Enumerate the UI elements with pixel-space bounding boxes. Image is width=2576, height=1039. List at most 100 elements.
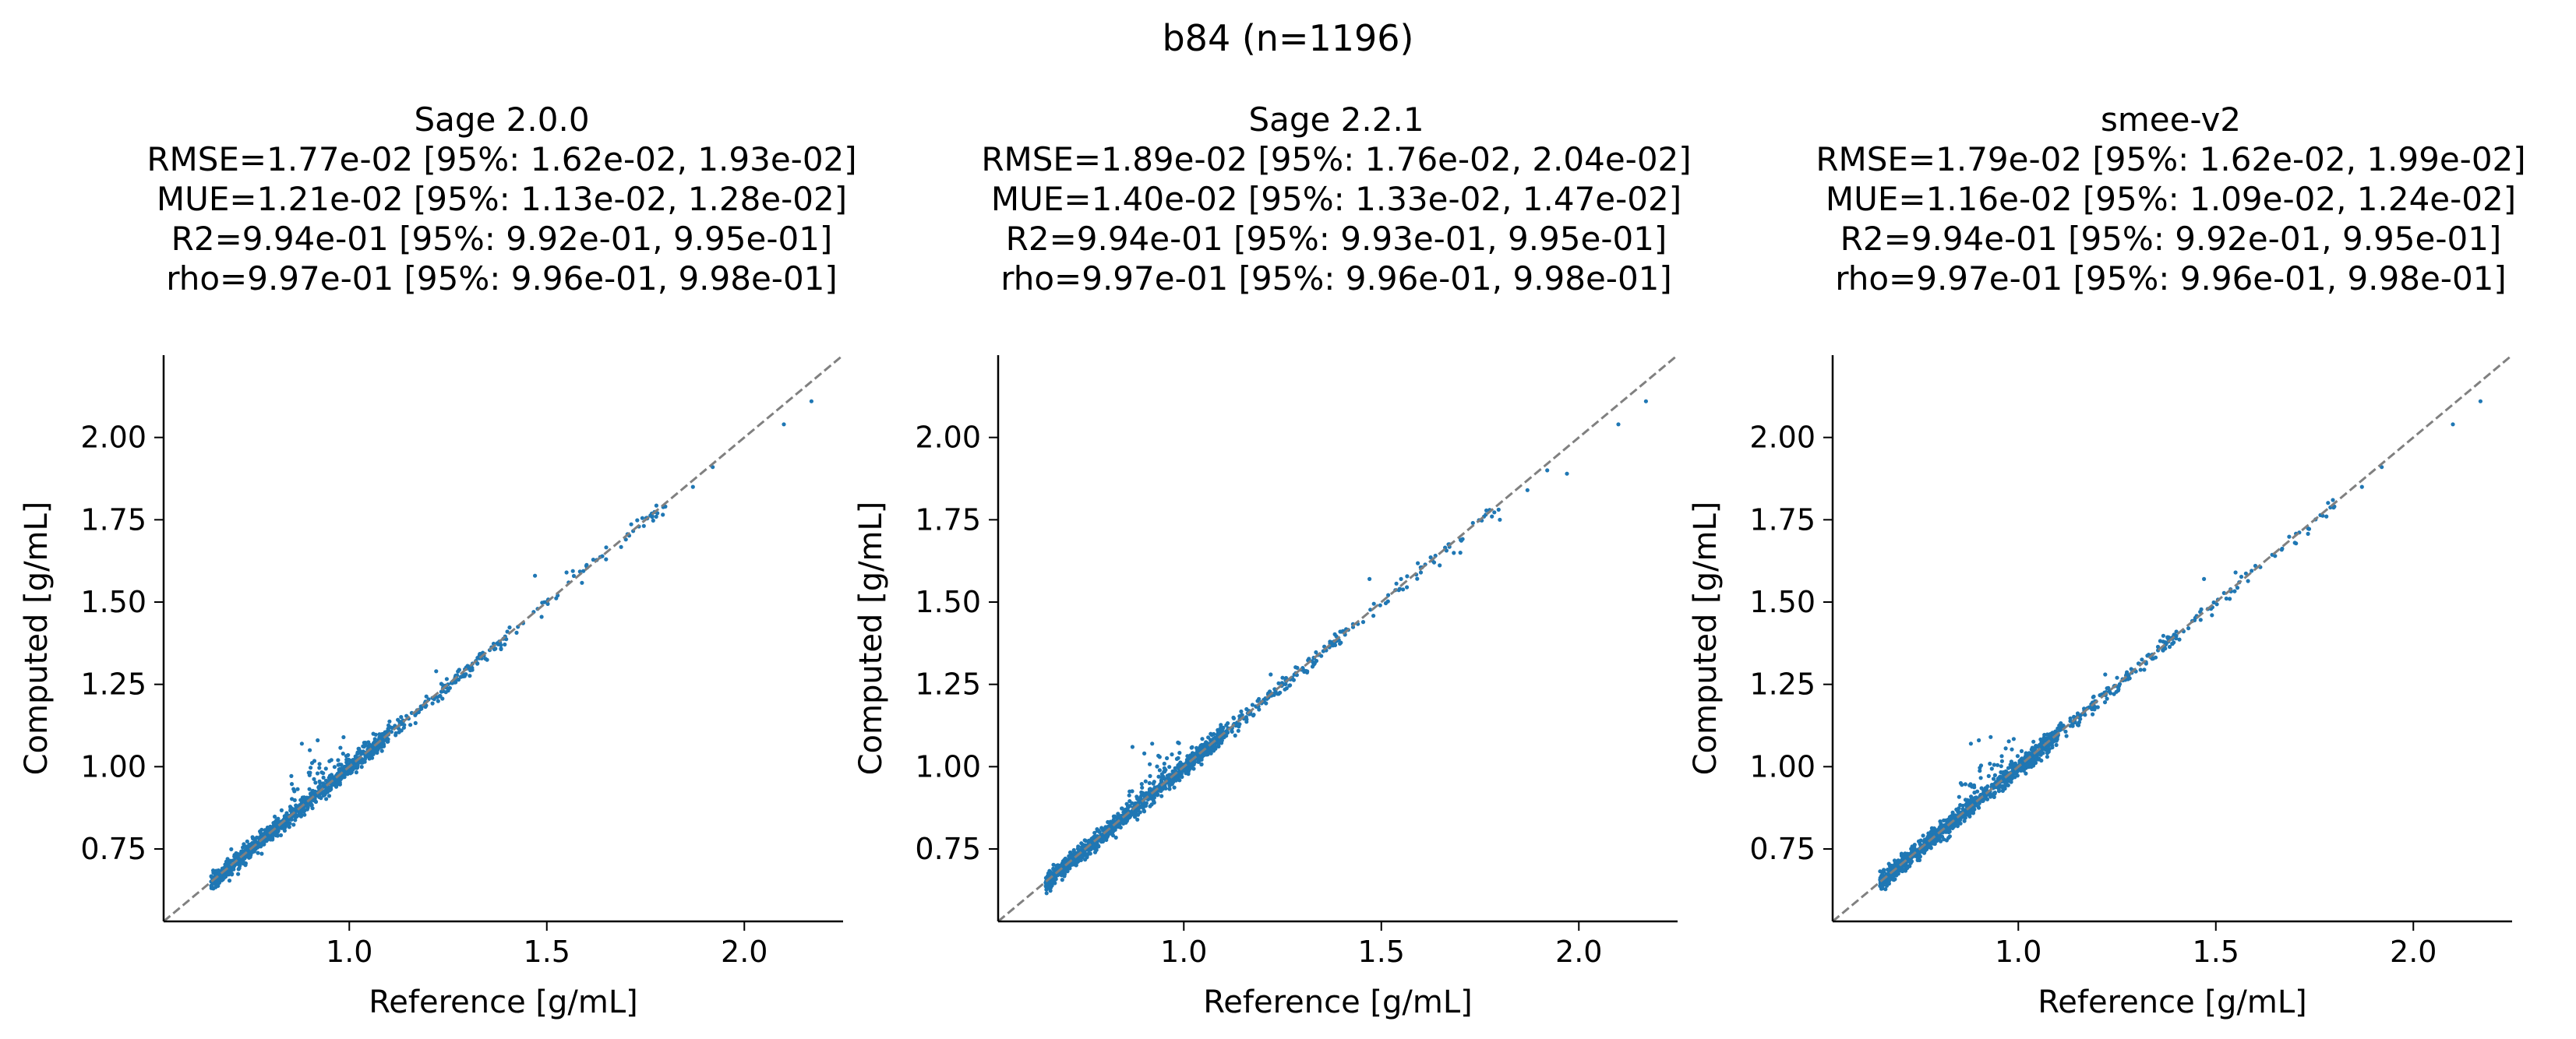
data-point: [1947, 834, 1952, 839]
data-point: [485, 657, 489, 662]
data-point: [1233, 733, 1237, 738]
y-axis-label: Computed [g/mL]: [19, 502, 55, 776]
data-point: [1044, 882, 1049, 886]
data-point: [1269, 672, 1273, 677]
data-point: [326, 794, 332, 798]
panel-2-stat-mue: MUE=1.40e-02 [95%: 1.33e-02, 1.47e-02]: [990, 180, 1682, 218]
data-point: [1176, 740, 1180, 745]
data-point: [244, 844, 249, 849]
data-point: [386, 723, 391, 727]
data-point: [2126, 674, 2131, 678]
data-point: [782, 422, 786, 427]
data-point: [295, 787, 300, 791]
data-point: [1999, 754, 2004, 759]
data-point: [2024, 763, 2029, 767]
data-point: [2103, 672, 2108, 677]
data-point: [495, 641, 499, 646]
y-tick-label: 2.00: [915, 421, 981, 455]
data-point: [2142, 667, 2147, 672]
data-point: [309, 766, 313, 770]
panel-1-header: Sage 2.0.0 RMSE=1.77e-02 [95%: 1.62e-02,…: [97, 100, 907, 298]
data-point: [1092, 830, 1097, 835]
data-point: [2010, 747, 2014, 752]
data-point: [2091, 712, 2095, 717]
data-point: [337, 769, 341, 773]
data-point: [1367, 576, 1372, 582]
data-point: [1167, 787, 1172, 791]
data-point: [292, 789, 297, 794]
data-point: [1233, 724, 1238, 728]
data-point: [1328, 639, 1332, 644]
data-point: [2292, 541, 2297, 545]
data-point: [1936, 827, 1941, 833]
data-point: [1047, 868, 1052, 873]
data-point: [629, 522, 633, 527]
data-point: [1156, 753, 1161, 758]
identity-line: [997, 354, 1678, 923]
data-point: [1378, 603, 1382, 608]
data-point: [1054, 864, 1059, 868]
data-point: [1216, 741, 1221, 747]
data-point: [259, 851, 264, 856]
data-point: [2003, 781, 2008, 786]
data-point: [2228, 597, 2232, 601]
data-point: [213, 885, 218, 889]
data-point: [1046, 886, 1050, 890]
data-point: [580, 580, 584, 585]
x-tick-label: 1.0: [1160, 935, 1207, 969]
data-point: [2064, 734, 2069, 738]
data-point: [322, 789, 326, 794]
data-point: [1231, 715, 1236, 720]
data-point: [1117, 815, 1122, 819]
data-point: [1071, 854, 1075, 859]
data-point: [1925, 835, 1931, 840]
data-point: [1190, 766, 1194, 770]
data-point: [654, 503, 659, 508]
data-point: [2170, 642, 2175, 646]
data-point: [1155, 764, 1159, 769]
data-point: [1986, 773, 1991, 779]
data-point: [1943, 823, 1948, 828]
data-point: [1962, 819, 1967, 823]
data-point: [1955, 820, 1960, 825]
data-point: [2214, 602, 2219, 607]
data-point: [1121, 810, 1126, 815]
data-point: [1276, 681, 1281, 685]
panel-1-title: Sage 2.0.0: [414, 100, 590, 139]
data-point: [1200, 755, 1205, 759]
data-point: [1969, 797, 1974, 801]
data-point: [1992, 773, 1997, 778]
data-point: [309, 791, 313, 797]
data-point: [1996, 763, 2000, 767]
x-tick-label: 2.0: [721, 935, 768, 969]
data-point: [604, 557, 609, 562]
panel-3-title: smee-v2: [2100, 100, 2242, 139]
data-point: [1139, 782, 1144, 787]
data-point: [1163, 777, 1167, 781]
data-point: [1067, 850, 1073, 855]
x-tick-label: 1.5: [2193, 935, 2239, 969]
data-point: [213, 868, 219, 873]
data-point: [236, 872, 241, 876]
data-point: [2478, 399, 2482, 403]
data-point: [1163, 786, 1168, 791]
data-point: [1886, 868, 1891, 872]
data-point: [262, 840, 266, 845]
data-point: [439, 682, 444, 686]
data-point: [1332, 632, 1337, 637]
data-point: [444, 677, 450, 682]
data-point: [1162, 766, 1166, 770]
data-point: [2186, 626, 2191, 631]
data-point: [1178, 760, 1183, 765]
data-point: [1187, 763, 1191, 767]
data-point: [1151, 781, 1156, 786]
data-point: [1095, 845, 1099, 850]
data-point: [2199, 607, 2204, 612]
data-point: [236, 852, 241, 857]
data-point: [1498, 517, 1502, 522]
data-point: [1397, 586, 1402, 591]
data-point: [1879, 882, 1884, 887]
data-point: [1150, 795, 1155, 800]
data-point: [1992, 763, 1996, 767]
data-point: [2167, 644, 2172, 650]
